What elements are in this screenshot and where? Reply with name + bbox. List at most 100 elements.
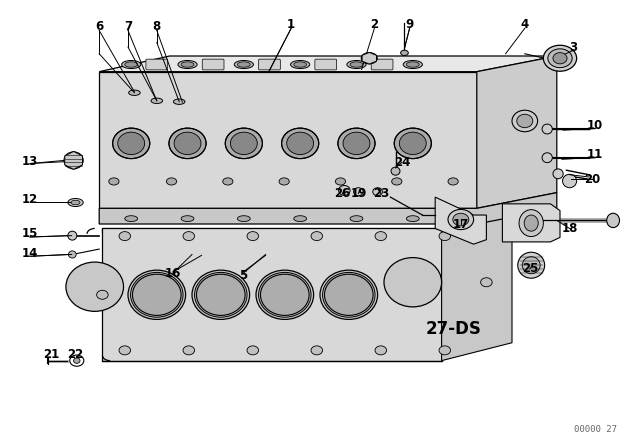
Polygon shape [502,204,560,242]
Ellipse shape [128,270,186,319]
Ellipse shape [178,60,197,69]
Ellipse shape [517,114,532,128]
Ellipse shape [375,346,387,355]
Ellipse shape [181,215,194,221]
Text: 4: 4 [521,18,529,31]
Ellipse shape [166,178,177,185]
Ellipse shape [151,98,163,103]
Ellipse shape [439,232,451,241]
Text: 22: 22 [67,348,84,362]
Ellipse shape [563,174,577,188]
Ellipse shape [448,209,474,229]
Text: 18: 18 [561,222,578,235]
Ellipse shape [401,50,408,56]
Ellipse shape [131,272,183,317]
Ellipse shape [237,215,250,221]
Text: 8: 8 [153,20,161,34]
Ellipse shape [543,45,577,71]
Ellipse shape [132,274,181,315]
Text: 19: 19 [350,187,367,200]
Ellipse shape [347,60,366,69]
Text: 5: 5 [239,269,247,282]
Ellipse shape [291,60,310,69]
Ellipse shape [524,215,538,231]
Ellipse shape [311,232,323,241]
Ellipse shape [391,167,400,175]
Ellipse shape [71,200,80,205]
Ellipse shape [403,60,422,69]
Text: 17: 17 [452,217,469,231]
Polygon shape [99,56,557,72]
Ellipse shape [174,132,201,155]
Ellipse shape [392,178,402,185]
Ellipse shape [519,210,543,237]
Ellipse shape [68,198,83,207]
Ellipse shape [481,278,492,287]
Ellipse shape [279,178,289,185]
Ellipse shape [122,60,141,69]
Ellipse shape [181,62,194,67]
Text: 2: 2 [371,18,378,31]
Ellipse shape [518,252,545,278]
Ellipse shape [406,215,419,221]
Text: 1: 1 [287,18,295,31]
Ellipse shape [294,215,307,221]
Ellipse shape [68,251,76,258]
Ellipse shape [74,358,80,363]
Ellipse shape [323,272,375,317]
FancyBboxPatch shape [146,59,168,70]
Ellipse shape [399,132,426,155]
Ellipse shape [113,128,150,159]
Text: 25: 25 [522,262,538,276]
Ellipse shape [287,132,314,155]
Ellipse shape [119,346,131,355]
Text: 9: 9 [406,18,413,31]
Ellipse shape [247,232,259,241]
Ellipse shape [195,272,247,317]
Polygon shape [99,72,477,208]
Ellipse shape [64,152,83,169]
Ellipse shape [339,185,350,195]
Ellipse shape [109,178,119,185]
Ellipse shape [237,62,250,67]
Text: 21: 21 [43,348,60,362]
Text: 12: 12 [22,193,38,206]
Ellipse shape [553,169,563,179]
Ellipse shape [406,62,419,67]
Ellipse shape [553,52,567,64]
Ellipse shape [542,124,552,134]
FancyBboxPatch shape [315,59,337,70]
Text: 14: 14 [22,246,38,260]
Ellipse shape [394,128,431,159]
Ellipse shape [512,110,538,132]
Ellipse shape [324,274,373,315]
Ellipse shape [259,272,311,317]
Text: 00000 27: 00000 27 [573,425,617,434]
Text: 3: 3 [569,40,577,54]
Ellipse shape [97,290,108,299]
Ellipse shape [196,274,245,315]
Ellipse shape [350,215,363,221]
Text: 27-DS: 27-DS [426,320,481,338]
Ellipse shape [448,178,458,185]
Ellipse shape [453,213,468,226]
Text: 24: 24 [394,155,410,169]
Ellipse shape [68,231,77,240]
Ellipse shape [282,128,319,159]
Polygon shape [102,211,512,233]
Ellipse shape [223,178,233,185]
Ellipse shape [66,262,124,311]
Ellipse shape [542,153,552,163]
Ellipse shape [230,132,257,155]
Ellipse shape [372,188,383,196]
Text: 11: 11 [587,148,604,161]
Text: 15: 15 [22,227,38,241]
Ellipse shape [183,346,195,355]
Ellipse shape [225,128,262,159]
Polygon shape [102,228,442,361]
Ellipse shape [335,178,346,185]
Ellipse shape [125,62,138,67]
Ellipse shape [192,270,250,319]
Ellipse shape [311,346,323,355]
Ellipse shape [125,215,138,221]
